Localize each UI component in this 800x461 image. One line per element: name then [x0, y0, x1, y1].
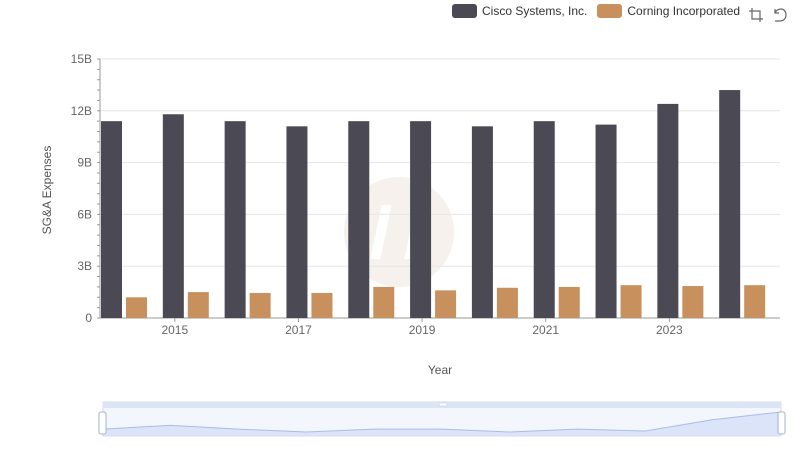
bar-corning-2024: [744, 285, 766, 318]
restore-icon[interactable]: [772, 7, 788, 23]
x-tick-label: 2023: [656, 323, 683, 337]
bar-corning-2022: [620, 285, 642, 318]
bar-cisco-2018: [348, 121, 370, 318]
legend-swatch-cisco: [452, 4, 477, 18]
legend-item-corning[interactable]: Corning Incorporated: [597, 4, 740, 18]
x-tick-label: 2021: [532, 323, 559, 337]
legend-label-corning: Corning Incorporated: [627, 4, 741, 18]
x-tick-label: 2019: [409, 323, 436, 337]
y-tick-label: 15B: [71, 52, 92, 66]
bar-cisco-2020: [471, 126, 493, 318]
bar-cisco-2014: [101, 121, 122, 318]
bar-cisco-2016: [224, 121, 246, 318]
x-axis-label: Year: [427, 363, 453, 377]
bar-corning-2021: [558, 286, 580, 318]
x-tick-label: 2017: [285, 323, 312, 337]
bar-corning-2016: [249, 292, 271, 318]
slider-move-handle: [438, 402, 448, 407]
bar-corning-2018: [373, 286, 395, 318]
y-tick-label: 3B: [77, 259, 92, 273]
bar-cisco-2017: [286, 126, 308, 318]
slider-preview-line: [102, 411, 782, 433]
y-axis-label: SG&A Expenses: [40, 145, 54, 235]
slider-preview-area: [103, 412, 781, 436]
bar-corning-2014: [126, 297, 147, 318]
legend: Cisco Systems, Inc. Corning Incorporated: [452, 4, 750, 18]
bar-cisco-2021: [533, 121, 555, 318]
x-tick-label: 2015: [161, 323, 188, 337]
legend-swatch-corning: [597, 4, 623, 18]
bar-corning-2023: [682, 286, 704, 318]
bar-corning-2015: [187, 292, 209, 318]
bar-corning-2019: [435, 290, 457, 318]
bar-cisco-2022: [595, 124, 617, 318]
bar-cisco-2015: [162, 114, 184, 319]
data-zoom-icon[interactable]: [748, 7, 764, 23]
bar-cisco-2023: [657, 103, 679, 318]
bar-corning-2017: [311, 292, 333, 318]
y-tick-label: 0: [85, 311, 92, 325]
legend-label-cisco: Cisco Systems, Inc.: [482, 4, 588, 18]
slider-handle-right[interactable]: [777, 411, 786, 435]
y-tick-label: 6B: [77, 207, 92, 221]
y-tick-label: 12B: [71, 104, 92, 118]
y-tick-label: 9B: [77, 156, 92, 170]
bar-corning-2020: [496, 287, 518, 318]
bar-cisco-2019: [410, 121, 432, 318]
slider-handle-left[interactable]: [98, 411, 107, 435]
legend-item-cisco[interactable]: Cisco Systems, Inc.: [452, 4, 587, 18]
bar-cisco-2024: [719, 90, 741, 318]
toolbox: [748, 7, 796, 23]
